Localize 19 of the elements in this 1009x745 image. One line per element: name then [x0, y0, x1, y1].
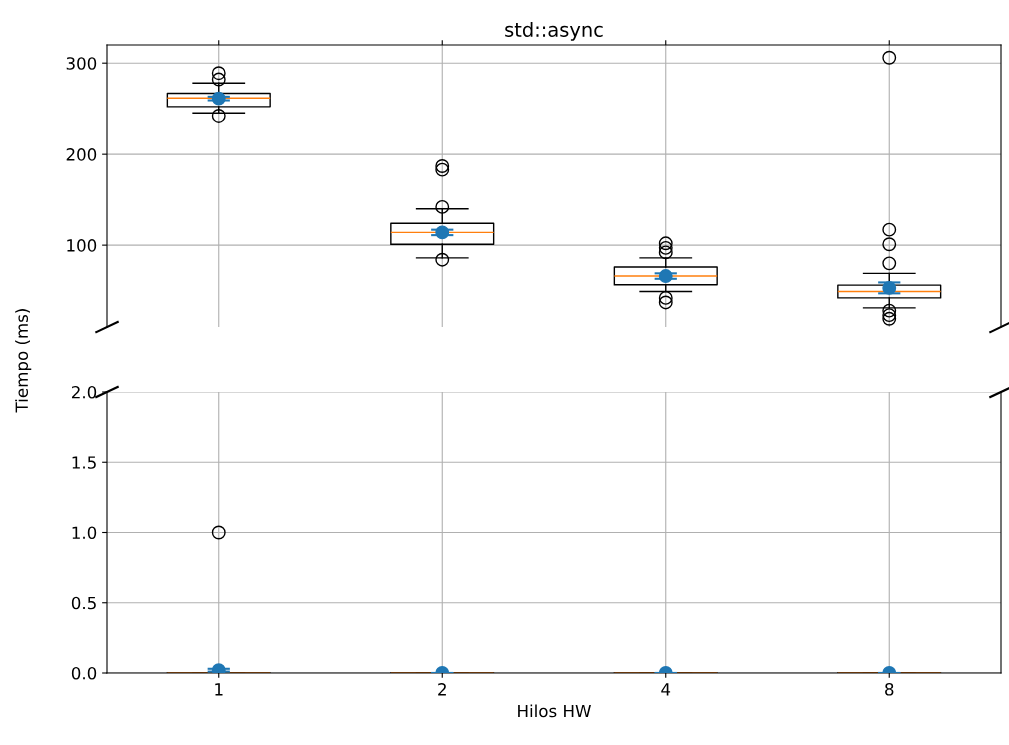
point — [435, 225, 450, 240]
y-axis-title: Tiempo (ms) — [15, 309, 32, 413]
point — [211, 91, 226, 106]
x-tick-label: 4 — [661, 683, 671, 696]
x-tick-label: 1 — [215, 683, 223, 696]
y-tick-label: 1.0 — [72, 526, 97, 540]
y-tick-label: 1.5 — [72, 456, 96, 469]
x-axis-title: Hilos HW — [518, 704, 591, 718]
y-tick-label: 0.5 — [71, 596, 96, 610]
x-tick-label: 8 — [885, 683, 894, 696]
y-tick-label: 100 — [67, 239, 97, 252]
x-tick-label: 2 — [438, 683, 446, 696]
y-tick-label: 0.0 — [71, 666, 97, 680]
y-tick-label: 2.0 — [71, 385, 97, 399]
chart-title: std::async — [505, 21, 603, 41]
y-tick-label: 300 — [66, 57, 97, 70]
y-tick-label: 200 — [66, 148, 97, 161]
point — [882, 280, 897, 295]
point — [658, 269, 673, 284]
